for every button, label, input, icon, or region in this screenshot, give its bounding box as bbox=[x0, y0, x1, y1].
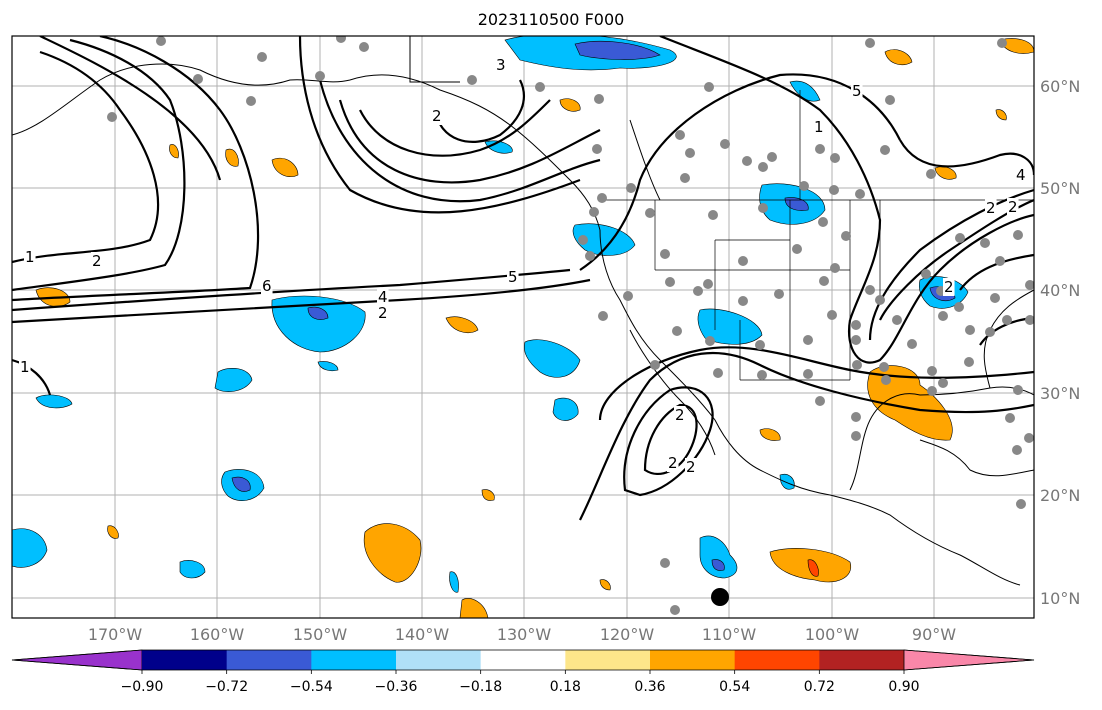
contour-label: 2 bbox=[675, 406, 685, 424]
colorbar-tick-label: −0.18 bbox=[459, 679, 502, 695]
contour-label: 4 bbox=[1016, 166, 1026, 184]
negative-anomaly-areas bbox=[12, 36, 969, 593]
contour-label-bg bbox=[1007, 198, 1019, 216]
coastlines bbox=[12, 36, 1034, 586]
contour-label-bg bbox=[674, 406, 686, 424]
contour-label-bg bbox=[985, 199, 997, 217]
colorbar-segment bbox=[650, 650, 736, 670]
lat-tick-label: 60°N bbox=[1040, 77, 1080, 96]
colorbar-tick-label: −0.54 bbox=[290, 679, 333, 695]
colorbar-segment bbox=[734, 650, 820, 670]
contour-label-bg bbox=[377, 304, 389, 322]
latitude-axis: 10°N 20°N 30°N 40°N 50°N 60°N bbox=[1040, 77, 1080, 608]
contour-label: 3 bbox=[496, 56, 506, 74]
lat-tick-label: 20°N bbox=[1040, 486, 1080, 505]
colorbar-segment bbox=[226, 650, 312, 670]
contour-label-bg bbox=[19, 358, 31, 376]
colorbar-extend-max bbox=[903, 649, 1035, 671]
colorbar-tick-label: −0.72 bbox=[205, 679, 248, 695]
colorbar-tick-label: 0.72 bbox=[804, 679, 835, 695]
map-title: 2023110500 F000 bbox=[477, 10, 625, 29]
contour-label: 5 bbox=[508, 268, 518, 286]
colorbar-tick-label: −0.36 bbox=[375, 679, 418, 695]
colorbar-segment bbox=[819, 650, 905, 670]
colorbar-segment bbox=[565, 650, 651, 670]
colorbar-extend-min bbox=[11, 649, 143, 671]
colorbar-tick-label: 0.90 bbox=[888, 679, 919, 695]
colorbar-tick-label: 0.36 bbox=[634, 679, 665, 695]
lat-tick-label: 30°N bbox=[1040, 384, 1080, 403]
contour-label: 1 bbox=[25, 248, 35, 266]
graticule bbox=[12, 36, 1034, 618]
lon-tick-label: 110°W bbox=[702, 625, 757, 644]
contour-label: 2 bbox=[432, 107, 442, 125]
contour-label-bg bbox=[685, 458, 697, 476]
contour-label-bg bbox=[377, 288, 389, 306]
contour-label-bg bbox=[851, 82, 863, 100]
colorbar-tick-label: 0.18 bbox=[550, 679, 581, 695]
lon-tick-label: 120°W bbox=[600, 625, 655, 644]
plot-area bbox=[12, 36, 1034, 618]
lon-tick-label: 160°W bbox=[190, 625, 245, 644]
contour-label-bg bbox=[24, 248, 36, 266]
lon-tick-label: 130°W bbox=[497, 625, 552, 644]
lat-tick-label: 10°N bbox=[1040, 589, 1080, 608]
colorbar-segment bbox=[311, 650, 397, 670]
colorbar-segment bbox=[396, 650, 482, 670]
contour-label: 4 bbox=[378, 288, 388, 306]
contour-label-bg bbox=[495, 56, 507, 74]
contour-label-group: 1 2 6 4 2 5 2 3 5 1 2 1 2 2 2 2 2 4 bbox=[19, 56, 1027, 476]
colorbar-segment bbox=[480, 650, 566, 670]
contour-label-bg bbox=[943, 278, 955, 296]
lat-tick-label: 40°N bbox=[1040, 281, 1080, 300]
colorbar: −0.90 −0.72 −0.54 −0.36 −0.18 0.18 0.36 0.54 0.7… bbox=[11, 649, 1035, 695]
storm-center-marker bbox=[711, 588, 729, 606]
lat-tick-label: 50°N bbox=[1040, 179, 1080, 198]
contour-label-bg bbox=[1015, 166, 1027, 184]
contour-label-bg bbox=[507, 268, 519, 286]
lon-tick-label: 150°W bbox=[293, 625, 348, 644]
contour-label: 6 bbox=[262, 277, 272, 295]
contour-label-bg bbox=[91, 252, 103, 270]
contour-label: 1 bbox=[814, 118, 824, 136]
contour-label: 2 bbox=[1008, 198, 1018, 216]
lon-tick-label: 170°W bbox=[88, 625, 143, 644]
contour-label: 2 bbox=[686, 458, 696, 476]
contour-label: 2 bbox=[944, 278, 954, 296]
contour-label-bg bbox=[431, 107, 443, 125]
longitude-axis: 170°W 160°W 150°W 140°W 130°W 120°W 110°… bbox=[88, 625, 956, 644]
contour-label: 2 bbox=[668, 454, 678, 472]
contour-label: 2 bbox=[378, 304, 388, 322]
positive-anomaly-areas bbox=[35, 38, 1034, 618]
station-markers bbox=[107, 36, 1034, 615]
contour-label: 2 bbox=[92, 252, 102, 270]
lon-tick-label: 140°W bbox=[395, 625, 450, 644]
contour-label: 2 bbox=[986, 199, 996, 217]
colorbar-tick-label: 0.54 bbox=[719, 679, 750, 695]
colorbar-segment bbox=[142, 650, 228, 670]
contour-label-bg bbox=[667, 454, 679, 472]
lon-tick-label: 100°W bbox=[805, 625, 860, 644]
contour-label-bg bbox=[261, 277, 273, 295]
lon-tick-label: 90°W bbox=[912, 625, 956, 644]
colorbar-tick-label: −0.90 bbox=[121, 679, 164, 695]
contour-label: 1 bbox=[20, 358, 30, 376]
plot-frame bbox=[11, 35, 1035, 619]
contour-label: 5 bbox=[852, 82, 862, 100]
contour-label-bg bbox=[813, 118, 825, 136]
